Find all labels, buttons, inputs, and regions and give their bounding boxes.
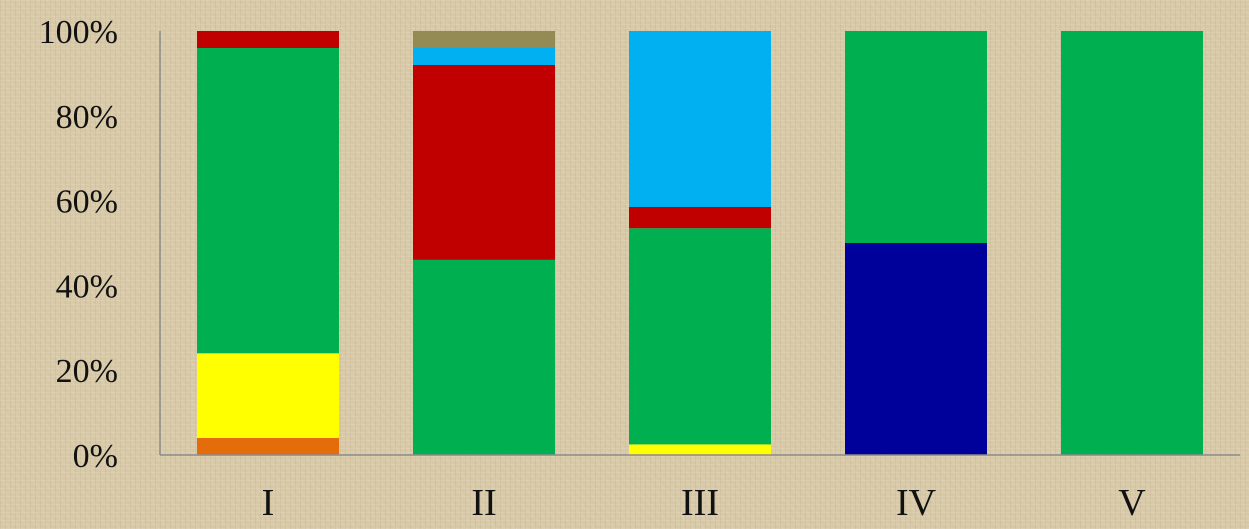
- bar-layer: [197, 31, 1203, 455]
- x-tick-label: V: [1118, 482, 1146, 524]
- x-tick-label: I: [262, 482, 275, 524]
- bar-segment-II-4: [413, 64, 555, 260]
- x-tick-label: III: [681, 482, 719, 524]
- y-tick-label: 0%: [73, 438, 118, 475]
- y-tick-label: 20%: [56, 353, 118, 390]
- bar-segment-IV-2: [845, 243, 987, 455]
- bar-segment-II-5: [413, 48, 555, 65]
- x-tick-label: IV: [896, 482, 937, 524]
- bar-segment-V-3: [1061, 31, 1203, 455]
- bar-segment-III-1: [629, 444, 771, 455]
- bar-segment-II-3: [413, 260, 555, 455]
- bar-segment-II-6: [413, 31, 555, 48]
- y-tick-label: 40%: [56, 268, 118, 305]
- bar-segment-III-4: [629, 207, 771, 229]
- bar-segment-IV-3: [845, 31, 987, 243]
- bar-segment-III-5: [629, 31, 771, 207]
- y-tick-label: 60%: [56, 184, 118, 221]
- y-tick-label: 80%: [56, 99, 118, 136]
- x-axis-ticks: I II III IV V: [262, 482, 1147, 524]
- y-tick-label: 100%: [39, 14, 118, 51]
- bar-segment-I-3: [197, 48, 339, 354]
- bar-segment-I-4: [197, 31, 339, 48]
- bar-segment-I-0: [197, 438, 339, 455]
- bar-segment-I-1: [197, 353, 339, 438]
- bar-segment-III-3: [629, 228, 771, 445]
- y-axis-ticks: 0% 20% 40% 60% 80% 100%: [39, 14, 118, 475]
- x-tick-label: II: [471, 482, 496, 524]
